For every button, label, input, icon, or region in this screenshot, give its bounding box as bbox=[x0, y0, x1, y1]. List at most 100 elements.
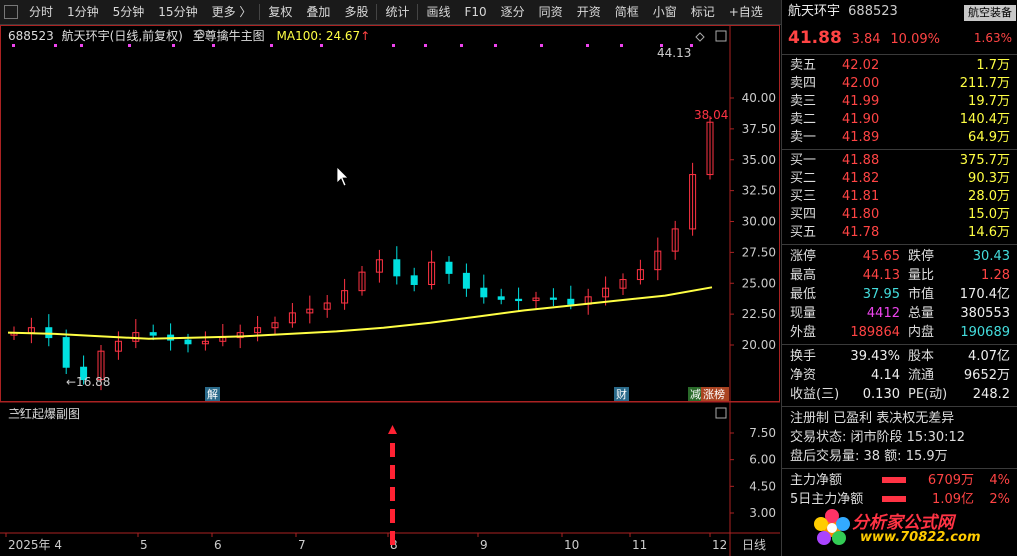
orderbook-price: 41.99 bbox=[842, 94, 880, 109]
orderbook-row[interactable]: 卖二 41.90 140.4万 bbox=[782, 111, 1017, 129]
orderbook-row[interactable]: 卖三 41.99 19.7万 bbox=[782, 93, 1017, 111]
toolbar-button[interactable]: 5分钟 bbox=[112, 5, 145, 19]
orderbook-level: 卖三 bbox=[790, 94, 817, 109]
candle-body bbox=[80, 366, 88, 381]
stat-row: 最低 37.95 市值 170.4亿 bbox=[782, 285, 1017, 304]
sub-tick-label: 6.00 bbox=[749, 453, 776, 467]
orderbook-level: 卖二 bbox=[790, 112, 817, 127]
toolbar-button[interactable]: 复权 bbox=[268, 5, 293, 19]
indicator-name[interactable]: 至尊擒牛主图 bbox=[192, 29, 265, 43]
ma100-label: MA100: 24.67 bbox=[276, 29, 361, 43]
stat-value: 45.65 bbox=[862, 249, 900, 264]
orderbook-volume: 90.3万 bbox=[968, 171, 1010, 186]
price-tick-label: 37.50 bbox=[742, 122, 776, 136]
quote-name: 航天环宇 bbox=[788, 4, 841, 19]
price-pct: 10.09% bbox=[890, 32, 940, 47]
price-tick-label: 30.00 bbox=[742, 215, 776, 229]
orderbook-price: 41.82 bbox=[842, 171, 880, 186]
indicator-settings-icon bbox=[195, 29, 205, 39]
orderbook-row[interactable]: 买四 41.80 15.0万 bbox=[782, 206, 1017, 224]
orderbook-row[interactable]: 买三 41.81 28.0万 bbox=[782, 188, 1017, 206]
orderbook-price: 41.78 bbox=[842, 225, 880, 240]
signal-bar-segment bbox=[390, 465, 395, 479]
toolbar-button[interactable]: 同资 bbox=[538, 5, 563, 19]
candle-body bbox=[254, 327, 262, 334]
price-tick-label: 40.00 bbox=[742, 91, 776, 105]
stat-row: 换手 39.43% 股本 4.07亿 bbox=[782, 347, 1017, 366]
candle-body bbox=[323, 302, 331, 310]
sub-maximize-icon bbox=[715, 407, 727, 419]
sub-chart-title: 三红起爆副图 bbox=[8, 405, 80, 422]
event-tag-bg bbox=[701, 387, 729, 401]
stat-value: 37.95 bbox=[862, 287, 900, 302]
flow-bar bbox=[882, 477, 906, 483]
month-label: 9 bbox=[480, 538, 488, 552]
orderbook-row[interactable]: 买一 41.88 375.7万 bbox=[782, 152, 1017, 170]
orderbook-row[interactable]: 买五 41.78 14.6万 bbox=[782, 224, 1017, 242]
reg-info: 注册制 已盈利 表决权无差异 bbox=[790, 411, 955, 426]
diamond-icon bbox=[695, 32, 705, 42]
toolbar-button[interactable]: +自选 bbox=[728, 5, 763, 19]
signal-dot bbox=[392, 44, 395, 47]
candle-body bbox=[602, 287, 610, 298]
flow-value: 1.09亿 bbox=[932, 492, 974, 507]
weibi: 1.63% bbox=[973, 31, 1012, 45]
sub-tick-label: 4.50 bbox=[749, 479, 776, 493]
toolbar-button[interactable]: 逐分 bbox=[500, 5, 525, 19]
candle-body bbox=[567, 298, 575, 305]
toolbar-button[interactable]: F10 bbox=[464, 5, 487, 19]
stat-label: 股本 bbox=[908, 349, 935, 364]
toolbar-button[interactable]: 简框 bbox=[614, 5, 639, 19]
toolbar-button[interactable]: 15分钟 bbox=[158, 5, 198, 19]
orderbook-level: 买四 bbox=[790, 207, 817, 222]
stat-value: 4.14 bbox=[871, 368, 900, 383]
sector-badge[interactable]: 航空装备 bbox=[964, 5, 1016, 21]
candle-body bbox=[515, 298, 523, 302]
candle-body bbox=[549, 297, 557, 300]
event-tag-bg bbox=[205, 387, 220, 401]
toolbar-button[interactable]: 分时 bbox=[29, 5, 54, 19]
signal-dot bbox=[586, 44, 589, 47]
stat-value: 190689 bbox=[960, 325, 1010, 340]
orderbook-price: 41.89 bbox=[842, 130, 880, 145]
orderbook-row[interactable]: 卖四 42.00 211.7万 bbox=[782, 75, 1017, 93]
stat-label: 市值 bbox=[908, 287, 935, 302]
quote-code: 688523 bbox=[848, 4, 898, 19]
orderbook-row[interactable]: 卖一 41.89 64.9万 bbox=[782, 129, 1017, 147]
kline-chart[interactable]: 40.00 37.50 35.00 32.50 30.00 27.50 25.00 22.50… bbox=[0, 25, 780, 556]
stock-code: 688523 bbox=[8, 29, 54, 43]
candle-body bbox=[236, 332, 244, 339]
candle-body bbox=[410, 275, 418, 285]
stat-label: 最低 bbox=[790, 287, 817, 302]
stat-label: 现量 bbox=[790, 306, 817, 321]
toolbar-button[interactable]: 叠加 bbox=[306, 5, 331, 19]
maximize-icon bbox=[715, 30, 727, 42]
toolbar-button[interactable]: 1分钟 bbox=[67, 5, 99, 19]
candle-body bbox=[358, 271, 366, 292]
toolbar-button[interactable]: 画线 bbox=[426, 5, 451, 19]
toolbar-button[interactable]: 开资 bbox=[576, 5, 601, 19]
chart-mode: (日线,前复权) bbox=[109, 29, 183, 43]
stat-value: 0.130 bbox=[862, 387, 900, 402]
bid-book: 买一 41.88 375.7万 买二 41.82 90.3万 买三 41.81 28.0万 买四 4… bbox=[782, 152, 1017, 242]
orderbook-row[interactable]: 买二 41.82 90.3万 bbox=[782, 170, 1017, 188]
orderbook-row[interactable]: 卖五 42.02 1.7万 bbox=[782, 57, 1017, 75]
toolbar-button[interactable]: 标记 bbox=[690, 5, 715, 19]
toolbar-button[interactable]: 多股 bbox=[344, 5, 369, 19]
toolbar-button[interactable]: 更多 〉 bbox=[211, 5, 252, 19]
sub-tick-label: 7.50 bbox=[749, 426, 776, 440]
layout-icon[interactable] bbox=[4, 5, 18, 19]
divider bbox=[782, 406, 1017, 407]
event-tag-label: 涨榜 bbox=[703, 387, 725, 401]
toolbar-button[interactable]: 小窗 bbox=[652, 5, 677, 19]
candle-body bbox=[689, 174, 697, 230]
stat-value: 4412 bbox=[866, 306, 900, 321]
orderbook-level: 买二 bbox=[790, 171, 817, 186]
signal-dot bbox=[494, 44, 497, 47]
ma-arrow: ↑ bbox=[360, 29, 371, 43]
signal-dot bbox=[424, 44, 427, 47]
trade-status: 交易状态: 闭市阶段 15:30:12 bbox=[790, 430, 966, 445]
event-tag-label: 解 bbox=[207, 387, 218, 401]
month-label: 6 bbox=[214, 538, 222, 552]
toolbar-button[interactable]: 统计 bbox=[385, 5, 410, 19]
